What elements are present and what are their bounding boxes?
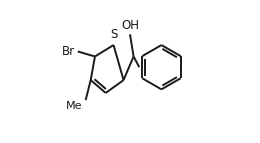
- Text: S: S: [110, 28, 117, 41]
- Text: Me: Me: [66, 101, 82, 111]
- Text: Br: Br: [62, 45, 75, 58]
- Text: OH: OH: [121, 19, 139, 32]
